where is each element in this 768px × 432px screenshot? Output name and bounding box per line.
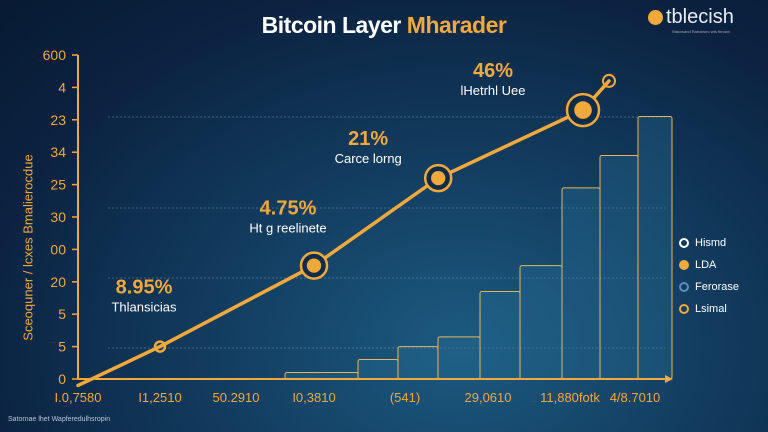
bar [519, 265, 563, 380]
legend-item: Ferorase [679, 276, 739, 298]
logo: tblecish [648, 6, 734, 29]
legend-item: Lsimal [679, 298, 739, 320]
chat-bubble-icon [679, 260, 689, 270]
x-tick-label: 11,880fotk [540, 390, 600, 405]
y-tick-label: 23 [50, 112, 66, 128]
y-tick-label: 5 [58, 306, 66, 322]
data-point-marker [153, 340, 167, 353]
legend-label: Ferorase [695, 281, 740, 293]
value-label: 46% [473, 60, 513, 82]
legend-label: Hismd [695, 237, 727, 249]
legend-label: Lsimal [695, 303, 727, 315]
title-accent: Mharader [406, 12, 507, 38]
y-tick-label: 25 [50, 177, 66, 193]
annotation-label: Thlansicias [111, 300, 177, 315]
logo-subtitle: Stacxsand Raeolweo wts thrown [672, 29, 730, 34]
source-note: Satornae lhet Wapferedulhsropin [8, 416, 111, 423]
legend-label: LDA [695, 259, 717, 271]
legend-item: LDA [679, 254, 739, 276]
logo-text: tblecish [666, 6, 734, 28]
bar [561, 187, 601, 380]
legend: Hismd LDA Ferorase Lsimal [679, 232, 739, 320]
x-tick-label: I.0,7580 [55, 390, 102, 405]
bar [479, 291, 521, 380]
x-axis-arrow [665, 375, 673, 383]
title-main: Bitcoin Layer [261, 12, 402, 38]
x-tick-label: (541) [390, 390, 420, 405]
annotation-label: Carce lorng [335, 151, 402, 166]
value-label: 21% [348, 128, 388, 150]
y-tick-label: 5 [58, 339, 66, 355]
y-tick-label: 4 [58, 79, 66, 95]
bitcoin-icon [574, 101, 592, 119]
bar [437, 336, 481, 380]
chart-title: Bitcoin Layer Mharader [0, 12, 768, 39]
annotation-label: Ht g reelinete [249, 221, 326, 236]
x-tick-label: 29,0610 [465, 390, 512, 405]
logo-icon [648, 10, 663, 25]
value-label: 4.75% [260, 198, 317, 220]
person-icon [679, 282, 689, 292]
x-tick-label: I0,3810 [292, 390, 335, 405]
bar [637, 116, 673, 380]
end-point-marker [602, 73, 616, 88]
value-label: 8.95% [116, 277, 173, 299]
minus-circle-icon [679, 304, 689, 314]
bitcoin-icon [431, 170, 446, 186]
x-tick-label: I1,2510 [138, 390, 181, 405]
legend-item: Hismd [679, 232, 739, 254]
y-tick-label: 20 [50, 274, 66, 290]
bar [599, 154, 639, 380]
y-tick-label: 30 [50, 209, 66, 225]
bitcoin-icon [306, 258, 322, 273]
x-tick-label: 4/8.7010 [610, 390, 661, 405]
annotation-label: lHetrhl Uee [460, 83, 525, 98]
x-tick-label: 50.2910 [213, 390, 260, 405]
bar [397, 346, 439, 380]
y-tick-label: 600 [43, 47, 67, 63]
bar [357, 359, 399, 380]
y-tick-label: 34 [50, 144, 66, 160]
y-tick-label: 00 [50, 241, 66, 257]
y-tick-label: 0 [58, 371, 66, 387]
ring-icon [679, 238, 689, 248]
